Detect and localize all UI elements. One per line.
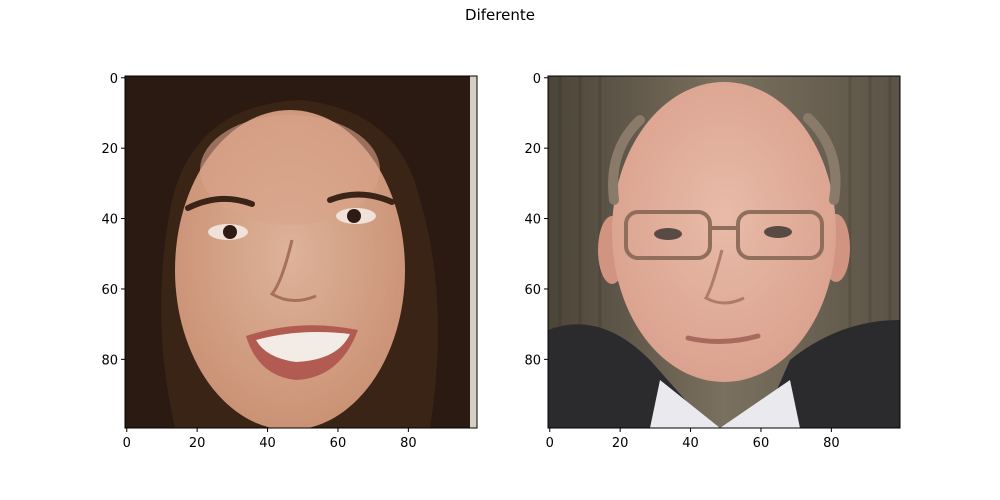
x-tick-label: 40 bbox=[682, 436, 699, 451]
x-tick-label: 40 bbox=[259, 436, 276, 451]
y-tick-label: 40 bbox=[524, 213, 541, 228]
woman-face-image bbox=[125, 76, 477, 428]
y-tick-label: 60 bbox=[524, 283, 541, 298]
y-tick-label: 40 bbox=[101, 213, 118, 228]
image-panel-right: 0 20 40 60 80 0 20 40 60 80 bbox=[524, 72, 901, 451]
y-tick-label: 0 bbox=[533, 72, 541, 87]
x-tick-label: 20 bbox=[612, 436, 629, 451]
y-tick-label: 20 bbox=[101, 142, 118, 157]
y-tick-label: 80 bbox=[101, 353, 118, 368]
x-tick-label: 80 bbox=[823, 436, 840, 451]
image-panel-left: 0 20 40 60 80 0 20 40 60 80 bbox=[101, 72, 478, 451]
axis-ticks-left: 0 20 40 60 80 0 20 40 60 80 bbox=[101, 72, 416, 451]
x-tick-label: 60 bbox=[753, 436, 770, 451]
x-tick-label: 60 bbox=[330, 436, 347, 451]
y-tick-label: 80 bbox=[524, 353, 541, 368]
man-face-image bbox=[548, 76, 900, 428]
figure-title: Diferente bbox=[465, 6, 535, 24]
y-tick-label: 60 bbox=[101, 283, 118, 298]
x-tick-label: 0 bbox=[123, 436, 131, 451]
y-tick-label: 20 bbox=[524, 142, 541, 157]
x-tick-label: 80 bbox=[400, 436, 417, 451]
y-tick-label: 0 bbox=[110, 72, 118, 87]
x-tick-label: 0 bbox=[546, 436, 554, 451]
axes-frame-right bbox=[547, 75, 901, 429]
axis-ticks-right: 0 20 40 60 80 0 20 40 60 80 bbox=[524, 72, 839, 451]
x-tick-label: 20 bbox=[189, 436, 206, 451]
axes-frame-left bbox=[124, 75, 478, 429]
